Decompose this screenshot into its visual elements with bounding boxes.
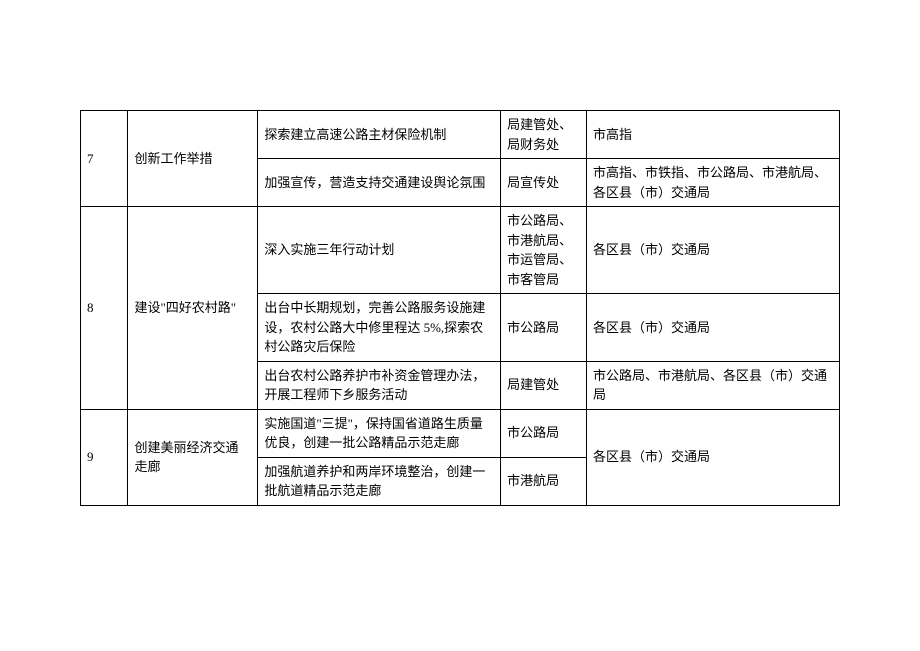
cell-task: 实施国道"三提"，保持国省道路生质量优良，创建一批公路精品示范走廊	[258, 409, 501, 457]
cell-task: 出台农村公路养护市补资金管理办法，开展工程师下乡服务活动	[258, 361, 501, 409]
cell-task: 加强航道养护和两岸环境整治，创建一批航道精品示范走廊	[258, 457, 501, 505]
cell-category: 创建美丽经济交通走廊	[128, 409, 258, 505]
cell-dept: 市公路局、市港航局、市运管局、市客管局	[501, 207, 587, 294]
table-row: 7 创新工作举措 探索建立高速公路主材保险机制 局建管处、局财务处 市高指	[81, 111, 840, 159]
cell-dept: 市公路局	[501, 294, 587, 362]
cell-resp: 市高指、市铁指、市公路局、市港航局、各区县（市）交通局	[586, 159, 839, 207]
cell-number: 8	[81, 207, 128, 410]
cell-category: 建设"四好农村路"	[128, 207, 258, 410]
cell-dept: 局宣传处	[501, 159, 587, 207]
cell-resp: 各区县（市）交通局	[586, 409, 839, 505]
document-table: 7 创新工作举措 探索建立高速公路主材保险机制 局建管处、局财务处 市高指 加强…	[80, 110, 840, 506]
cell-resp: 各区县（市）交通局	[586, 294, 839, 362]
cell-dept: 局建管处、局财务处	[501, 111, 587, 159]
cell-resp: 市公路局、市港航局、各区县（市）交通局	[586, 361, 839, 409]
cell-task: 深入实施三年行动计划	[258, 207, 501, 294]
cell-task: 探索建立高速公路主材保险机制	[258, 111, 501, 159]
cell-task: 加强宣传，营造支持交通建设舆论氛围	[258, 159, 501, 207]
cell-dept: 市公路局	[501, 409, 587, 457]
cell-resp: 各区县（市）交通局	[586, 207, 839, 294]
cell-dept: 市港航局	[501, 457, 587, 505]
cell-category: 创新工作举措	[128, 111, 258, 207]
cell-dept: 局建管处	[501, 361, 587, 409]
cell-number: 9	[81, 409, 128, 505]
table-row: 9 创建美丽经济交通走廊 实施国道"三提"，保持国省道路生质量优良，创建一批公路…	[81, 409, 840, 457]
table-row: 8 建设"四好农村路" 深入实施三年行动计划 市公路局、市港航局、市运管局、市客…	[81, 207, 840, 294]
cell-task: 出台中长期规划，完善公路服务设施建设，农村公路大中修里程达 5%,探索农村公路灾…	[258, 294, 501, 362]
cell-resp: 市高指	[586, 111, 839, 159]
cell-number: 7	[81, 111, 128, 207]
